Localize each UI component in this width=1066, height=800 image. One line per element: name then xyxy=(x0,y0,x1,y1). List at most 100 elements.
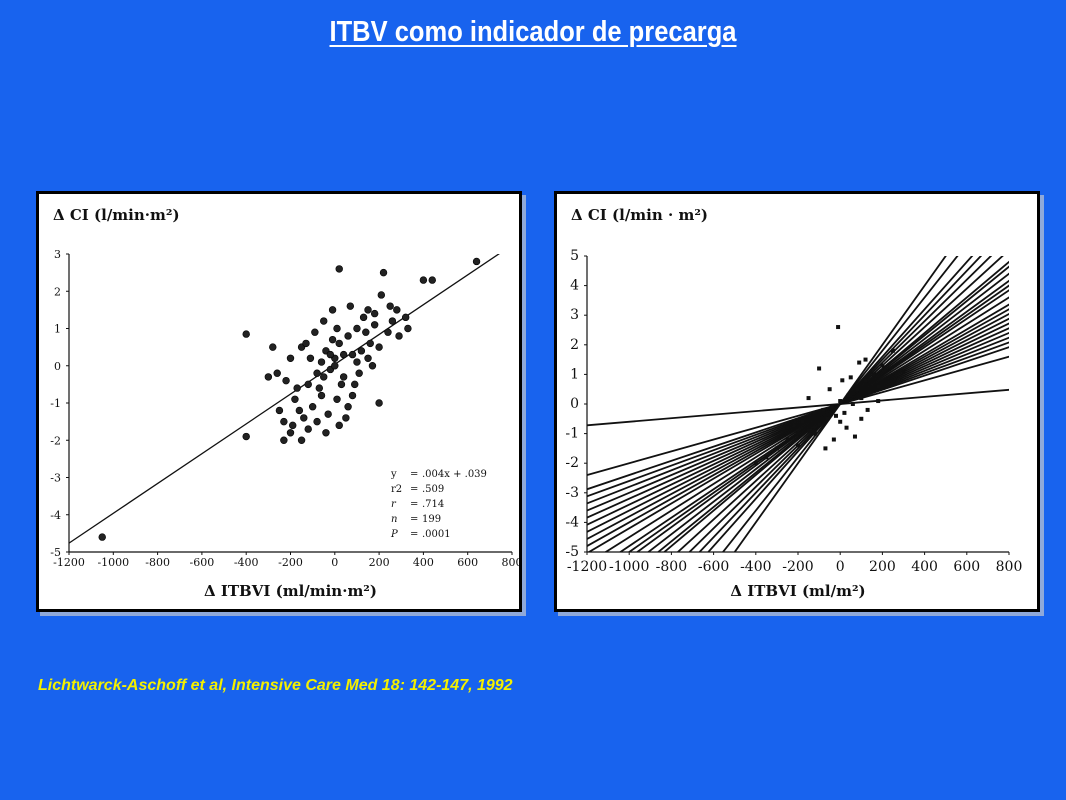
regression-line xyxy=(587,312,1009,540)
data-point xyxy=(333,324,341,333)
data-point xyxy=(359,313,368,322)
regression-line xyxy=(676,256,1004,552)
y-tick-label: -2 xyxy=(50,434,61,447)
y-tick-label: 1 xyxy=(570,366,579,382)
x-tick-label: -800 xyxy=(145,556,170,569)
x-tick-label: -400 xyxy=(740,559,771,575)
stat-label: r2 xyxy=(391,484,402,495)
data-point xyxy=(785,437,790,442)
x-axis-title: Δ ITBVI (ml/min·m²) xyxy=(204,582,377,600)
data-point xyxy=(317,391,326,400)
y-tick-label: -3 xyxy=(50,472,61,485)
regression-line xyxy=(662,260,1009,552)
data-point xyxy=(806,396,811,401)
data-point xyxy=(335,421,343,430)
data-point xyxy=(386,302,394,310)
data-point xyxy=(890,348,895,353)
y-tick-label: 2 xyxy=(54,285,61,298)
data-point xyxy=(836,325,841,330)
scatter-chart: Δ CI (l/min·m²)Δ ITBVI (ml/min·m²)-1200-… xyxy=(50,206,520,600)
regression-lines-chart: Δ CI (l/min · m²)Δ ITBVI (ml/m²)-1200 -10… xyxy=(565,206,1022,600)
data-point xyxy=(395,332,403,340)
data-point xyxy=(796,443,800,448)
data-point xyxy=(377,291,386,299)
data-point xyxy=(379,268,388,277)
regression-line xyxy=(733,256,947,552)
data-point xyxy=(901,369,906,374)
data-point xyxy=(308,403,317,411)
data-point xyxy=(346,302,355,310)
data-point xyxy=(838,419,843,424)
data-point xyxy=(326,350,335,359)
regression-line xyxy=(587,327,1009,519)
regression-line xyxy=(587,308,1009,548)
stat-separator: = xyxy=(410,484,418,495)
y-tick-label: 5 xyxy=(570,248,579,264)
data-point xyxy=(344,332,352,340)
regression-line xyxy=(656,265,1009,552)
stat-label: r xyxy=(391,499,397,510)
regression-line xyxy=(587,322,1009,526)
stat-value: .509 xyxy=(422,484,444,495)
data-point xyxy=(375,399,383,407)
stat-separator: = xyxy=(410,499,418,510)
data-point xyxy=(764,455,769,460)
regression-line xyxy=(646,272,1009,552)
regression-line xyxy=(587,317,1009,533)
data-point xyxy=(880,363,885,368)
y-tick-label: -4 xyxy=(50,509,61,522)
y-tick-label: -5 xyxy=(565,544,579,560)
regression-line xyxy=(587,346,1009,491)
data-point xyxy=(313,417,321,426)
data-point xyxy=(806,428,811,433)
data-point xyxy=(800,419,805,424)
regression-line xyxy=(698,256,983,552)
data-point xyxy=(328,335,337,344)
data-point xyxy=(348,350,357,359)
data-point xyxy=(357,347,366,355)
data-point xyxy=(859,416,864,421)
data-point xyxy=(865,407,870,412)
data-point xyxy=(823,446,828,451)
data-point xyxy=(863,378,868,383)
data-point xyxy=(297,436,306,444)
y-tick-label: -4 xyxy=(565,514,579,530)
data-point xyxy=(335,265,343,273)
x-tick-label: 0 xyxy=(331,556,338,569)
data-point xyxy=(98,533,106,541)
x-tick-label: 200 xyxy=(369,556,390,569)
x-tick-label: 800 xyxy=(502,556,520,569)
y-axis-title: Δ CI (l/min · m²) xyxy=(571,206,708,224)
data-point xyxy=(774,446,779,451)
data-point xyxy=(842,410,847,415)
data-point xyxy=(333,395,341,403)
stat-value: .004x + .039 xyxy=(422,469,487,480)
data-point xyxy=(242,432,250,441)
data-point xyxy=(796,431,800,436)
regression-line xyxy=(587,303,1009,552)
data-point xyxy=(388,317,397,325)
data-point xyxy=(342,414,350,422)
x-tick-label: 200 xyxy=(869,559,896,575)
regression-line xyxy=(707,256,974,552)
data-point xyxy=(293,384,301,392)
data-point xyxy=(269,343,277,351)
data-point xyxy=(322,429,330,437)
data-point xyxy=(324,410,332,418)
stat-value: .0001 xyxy=(422,529,451,540)
data-point xyxy=(857,360,862,365)
x-tick-label: 0 xyxy=(836,559,845,575)
data-point xyxy=(339,373,348,381)
data-point xyxy=(817,366,822,371)
data-point xyxy=(366,339,374,348)
plot-area xyxy=(69,254,500,544)
data-point xyxy=(242,330,250,338)
data-point xyxy=(817,422,822,427)
data-point xyxy=(375,343,383,351)
y-tick-label: -2 xyxy=(565,455,579,471)
x-tick-label: -1000 xyxy=(609,559,649,575)
x-tick-label: 600 xyxy=(953,559,980,575)
data-point xyxy=(355,369,363,377)
data-point xyxy=(829,404,834,409)
data-point xyxy=(428,276,436,284)
